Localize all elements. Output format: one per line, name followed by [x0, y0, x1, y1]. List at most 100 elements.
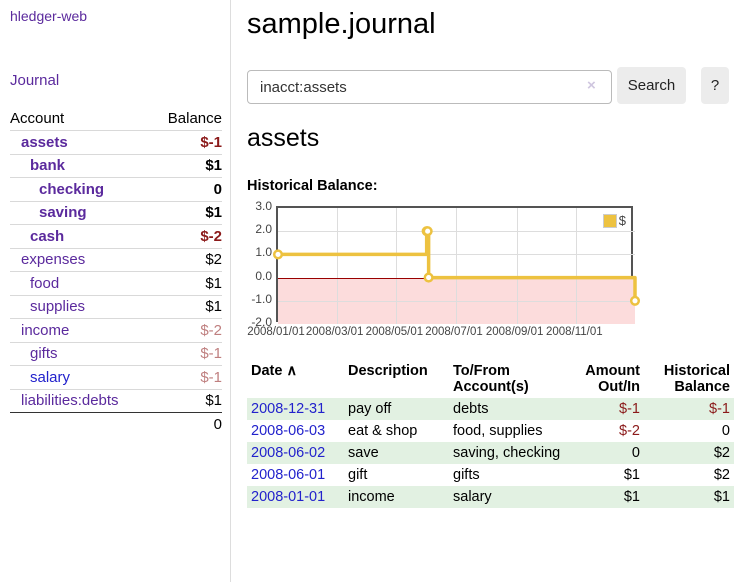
account-row: salary $-1 [10, 365, 222, 389]
transaction-description: pay off [348, 401, 392, 417]
register-table: Date ∧ Description To/From Account(s) Am… [247, 360, 734, 508]
horizontal-gridline [278, 300, 635, 302]
vertical-gridline [456, 208, 457, 324]
account-balance: $-2 [200, 227, 222, 245]
account-link-gifts[interactable]: gifts [30, 345, 58, 363]
data-point-marker [272, 249, 284, 260]
account-row: expenses $2 [10, 247, 222, 272]
account-row: assets $-1 [10, 130, 222, 154]
register-row: 2008-06-03 eat & shop food, supplies $-2… [247, 420, 734, 442]
sidebar: hledger-web Journal Account Balance asse… [0, 0, 231, 582]
account-balance: $1 [205, 298, 222, 316]
y-axis-tick-label: 0.0 [255, 268, 272, 283]
transaction-description: gift [348, 467, 368, 483]
clear-search-icon[interactable]: × [587, 77, 596, 94]
account-row: bank $1 [10, 153, 222, 178]
transaction-date-link[interactable]: 2008-12-31 [251, 401, 326, 417]
account-balance: $1 [205, 274, 222, 292]
vertical-gridline [576, 208, 578, 324]
x-axis-tick-label: 2008/11/01 [545, 326, 603, 338]
account-row: saving $1 [10, 200, 222, 225]
transaction-accounts: debts [453, 401, 489, 417]
horizontal-gridline [278, 231, 635, 233]
transaction-accounts: saving, checking [453, 445, 561, 461]
transaction-description: save [348, 445, 379, 461]
account-balance: $1 [205, 157, 222, 175]
account-column-header: Account [10, 109, 65, 127]
x-axis-tick-label: 2008/05/01 [365, 326, 424, 338]
chart-legend: $ [602, 213, 626, 228]
account-link-supplies[interactable]: supplies [30, 298, 86, 316]
page-title: sample.journal [247, 8, 436, 40]
search-button[interactable]: Search [617, 67, 686, 104]
accounts-table: Account Balance assets $-1 bank $1 check… [10, 106, 222, 436]
account-link-cash[interactable]: cash [30, 227, 65, 245]
account-link-bank[interactable]: bank [30, 157, 66, 175]
transaction-amount: $-2 [619, 423, 640, 439]
transaction-amount: $1 [623, 467, 640, 483]
sidebar-item-journal[interactable]: Journal [10, 72, 60, 89]
y-axis-tick-label: 2.0 [255, 222, 272, 237]
transaction-date-link[interactable]: 2008-06-01 [251, 467, 326, 483]
register-row: 2008-12-31 pay off debts $-1 $-1 [247, 398, 734, 420]
account-link-checking[interactable]: checking [39, 180, 105, 198]
account-balance: $2 [205, 251, 222, 269]
transaction-balance: $2 [713, 445, 730, 461]
transaction-description: eat & shop [348, 423, 418, 439]
app-brand-link[interactable]: hledger-web [10, 8, 88, 24]
search-form: × Search ? [247, 67, 735, 104]
transaction-amount: 0 [631, 445, 640, 461]
transaction-balance: $-1 [709, 401, 730, 417]
vertical-gridline [396, 208, 398, 324]
y-axis-tick-label: -1.0 [251, 291, 272, 306]
y-axis-tick-label: -2.0 [251, 315, 272, 329]
description-column-header: Description [348, 363, 428, 379]
account-link-saving[interactable]: saving [39, 204, 87, 222]
horizontal-gridline [278, 254, 635, 256]
transaction-date-link[interactable]: 2008-06-02 [251, 445, 326, 461]
account-link-salary[interactable]: salary [30, 368, 71, 386]
account-link-expenses[interactable]: expenses [21, 251, 86, 269]
transaction-date-link[interactable]: 2008-06-03 [251, 423, 326, 439]
balance-step-line [272, 226, 641, 306]
account-link-liabilities-debts[interactable]: liabilities:debts [21, 392, 119, 410]
search-input[interactable] [247, 70, 612, 104]
register-row: 2008-06-01 gift gifts $1 $2 [247, 464, 734, 486]
date-column-header[interactable]: Date ∧ [251, 363, 298, 379]
data-point-marker [629, 295, 641, 306]
account-balance: $1 [205, 204, 222, 222]
data-point-marker [422, 226, 433, 237]
account-balance: $1 [205, 392, 222, 410]
sort-ascending-icon: ∧ [286, 363, 298, 379]
account-balance: 0 [213, 180, 222, 198]
transaction-balance: $2 [713, 467, 730, 483]
y-axis-tick-label: 3.0 [255, 199, 272, 213]
x-axis-tick-label: 2008/01/01 [247, 326, 305, 338]
transaction-accounts: gifts [453, 467, 480, 483]
vertical-gridline [516, 208, 518, 324]
account-balance: $-1 [200, 133, 222, 151]
account-row: cash $-2 [10, 224, 222, 248]
transaction-balance: $1 [713, 489, 730, 505]
y-axis-tick-label: 1.0 [255, 245, 272, 260]
amount-column-header: Amount Out/In [585, 363, 640, 395]
help-button[interactable]: ? [701, 67, 729, 104]
x-axis-tick-label: 2008/09/01 [485, 326, 544, 338]
chart-plot-area: $ [272, 206, 641, 324]
account-row: checking 0 [10, 177, 222, 201]
account-link-income[interactable]: income [21, 321, 70, 339]
account-link-food[interactable]: food [30, 274, 60, 292]
register-row: 2008-01-01 income salary $1 $1 [247, 486, 734, 508]
accounts-column-header: To/From Account(s) [453, 363, 529, 395]
transaction-date-link[interactable]: 2008-01-01 [251, 489, 326, 505]
transaction-amount: $1 [623, 489, 640, 505]
register-row: 2008-06-02 save saving, checking 0 $2 [247, 442, 734, 464]
register-header-row: Date ∧ Description To/From Account(s) Am… [247, 360, 734, 398]
legend-swatch-icon [602, 213, 617, 228]
account-row: supplies $1 [10, 294, 222, 319]
account-row: liabilities:debts $1 [10, 388, 222, 413]
account-row: income $-2 [10, 318, 222, 342]
accounts-table-header: Account Balance [10, 106, 222, 130]
account-link-assets[interactable]: assets [21, 133, 68, 151]
transaction-amount: $-1 [619, 401, 640, 417]
